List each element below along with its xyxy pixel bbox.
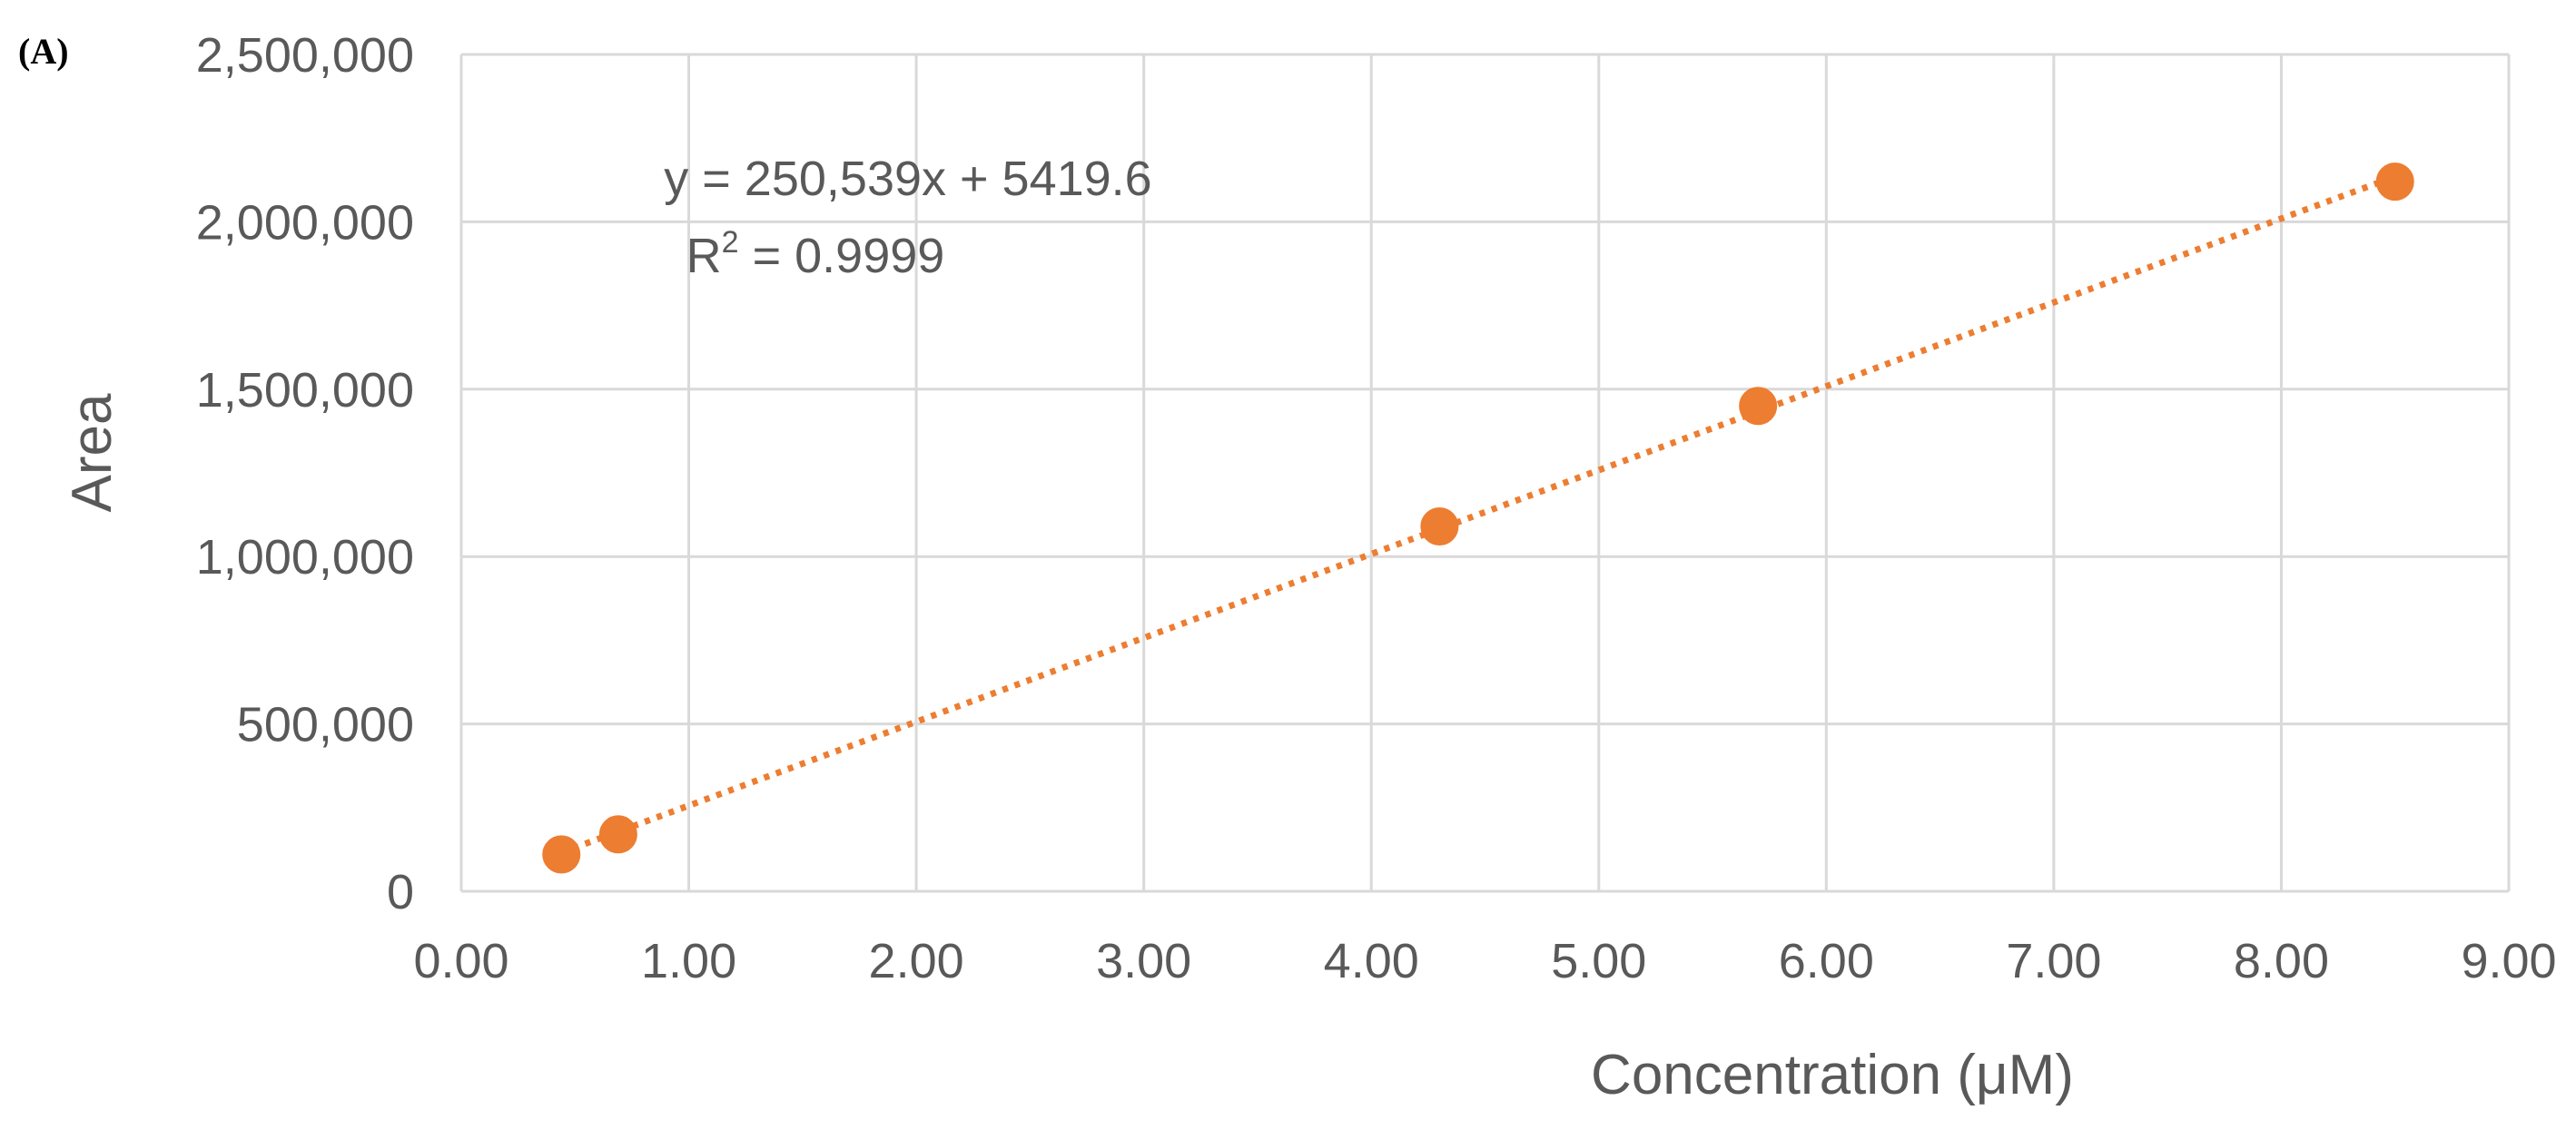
x-tick-label: 8.00 (2234, 934, 2329, 988)
data-point (542, 835, 581, 874)
y-axis-title: Area (61, 393, 123, 512)
y-tick-label: 2,000,000 (196, 195, 414, 250)
x-tick-label: 3.00 (1096, 934, 1191, 988)
x-tick-label: 5.00 (1551, 934, 1646, 988)
data-points (542, 162, 2414, 874)
y-tick-label: 1,500,000 (196, 363, 414, 418)
y-tick-label: 1,000,000 (196, 530, 414, 585)
y-axis-ticks: 0 500,000 1,000,000 1,500,000 2,000,000 2,500… (196, 28, 414, 919)
data-point (2375, 162, 2414, 201)
r-squared-label: R2 = 0.9999 (686, 225, 945, 283)
y-tick-label: 2,500,000 (196, 28, 414, 83)
gridlines (459, 53, 2511, 893)
r2-value: = 0.9999 (739, 229, 945, 283)
data-point (598, 815, 637, 854)
x-tick-label: 4.00 (1324, 934, 1419, 988)
data-point (1420, 507, 1459, 546)
r2-prefix: R (686, 229, 722, 283)
x-tick-label: 7.00 (2006, 934, 2101, 988)
x-axis-ticks: 0.00 1.00 2.00 3.00 4.00 5.00 6.00 7.00 8.00 9.00 (413, 934, 2556, 988)
y-tick-label: 0 (387, 865, 414, 919)
x-tick-label: 6.00 (1779, 934, 1874, 988)
panel-label: (A) (18, 31, 69, 72)
r2-superscript: 2 (722, 225, 739, 260)
trendline-group (560, 173, 2396, 856)
x-tick-label: 9.00 (2461, 934, 2556, 988)
x-tick-label: 2.00 (869, 934, 964, 988)
x-tick-label: 1.00 (641, 934, 736, 988)
x-tick-label: 0.00 (413, 934, 508, 988)
y-tick-label: 500,000 (237, 698, 414, 752)
data-point (1739, 387, 1778, 426)
trendline-equation: y = 250,539x + 5419.6 (664, 152, 1151, 206)
trendline (560, 173, 2396, 856)
x-axis-title: Concentration (μM) (1591, 1044, 2074, 1106)
